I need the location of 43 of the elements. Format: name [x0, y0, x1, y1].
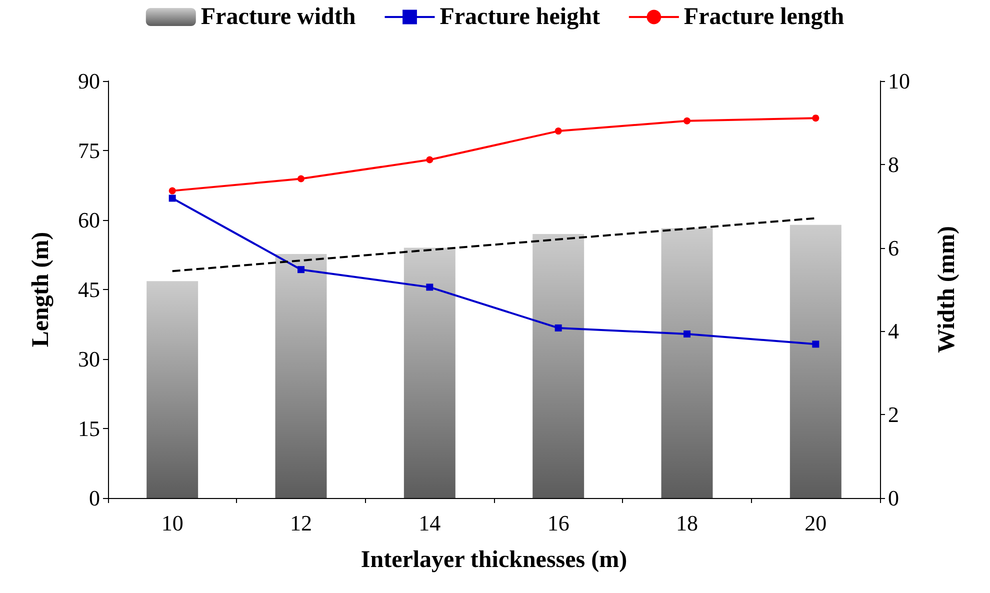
x-tick-label: 12	[290, 510, 312, 536]
point	[298, 266, 304, 274]
y-tick-label: 75	[78, 138, 100, 163]
point	[554, 128, 562, 135]
point	[684, 330, 690, 338]
y2-tick-label: 10	[888, 68, 910, 94]
bar	[790, 224, 842, 498]
point	[426, 284, 434, 291]
bar	[146, 281, 198, 498]
y-tick-label: 30	[78, 346, 100, 372]
y-tick-label: 15	[78, 416, 100, 441]
point	[812, 340, 820, 348]
point	[426, 156, 434, 164]
point	[298, 175, 304, 182]
point	[812, 114, 820, 122]
bar	[532, 234, 584, 498]
x-tick-label: 20	[804, 510, 827, 536]
point	[168, 187, 176, 194]
y2-tick-label: 0	[888, 486, 899, 510]
y2-tick-label: 2	[888, 402, 899, 428]
legend-label: Fracture width	[200, 4, 356, 30]
bar	[404, 248, 456, 498]
x-tick-label: 10	[161, 510, 184, 536]
y-tick-label: 0	[89, 486, 100, 510]
bar	[275, 254, 327, 498]
y-tick-label: 60	[78, 208, 100, 232]
bar	[661, 228, 713, 498]
x-tick-label: 14	[418, 510, 441, 536]
point	[554, 324, 562, 332]
y-tick-label: 45	[78, 277, 100, 302]
y2-tick-label: 8	[888, 152, 899, 177]
x-tick-label: 16	[547, 510, 570, 536]
y-tick-label: 90	[78, 68, 100, 94]
legend-label: Fracture length	[684, 4, 844, 30]
point	[684, 117, 690, 124]
point	[168, 194, 176, 202]
y2-tick-label: 4	[888, 318, 899, 344]
x-axis-title: Interlayer thicknesses (m)	[360, 547, 628, 573]
y2-tick-label: 6	[888, 235, 899, 260]
x-tick-label: 18	[676, 510, 698, 536]
legend-label: Fracture height	[440, 4, 600, 30]
y-axis-title: Length (m)	[28, 232, 54, 348]
y2-axis-title: Width (mm)	[934, 226, 960, 353]
